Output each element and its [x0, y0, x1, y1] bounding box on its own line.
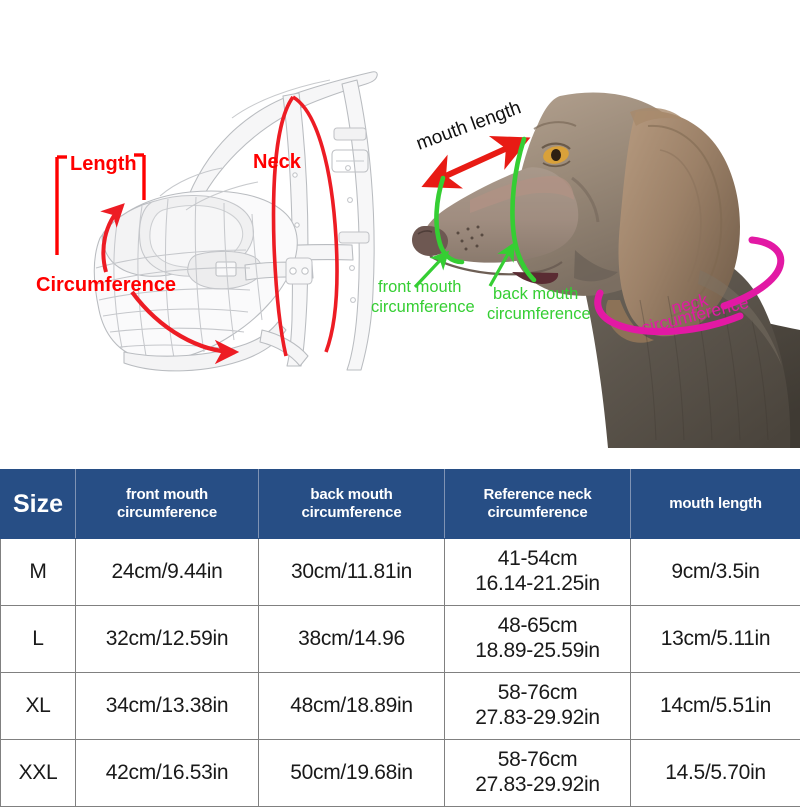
size-table-container: Size front mouth circumference back mout… [0, 469, 800, 807]
cell-size: XL [1, 673, 76, 740]
cell-line1: 48-65cm [448, 614, 627, 639]
cell-reference-neck: 58-76cm 27.83-29.92in [445, 673, 631, 740]
table-header-row: Size front mouth circumference back mout… [1, 470, 800, 539]
column-header-mouth-length: mouth length [631, 470, 800, 539]
cell-mouth-length: 14cm/5.51in [631, 673, 800, 740]
column-header-line1: back mouth [310, 486, 392, 503]
dog-photo [412, 93, 800, 448]
cell-line2: 18.89-25.59in [448, 639, 627, 664]
cell-front-mouth: 34cm/13.38in [76, 673, 259, 740]
label-back-mouth-line2: circumference [487, 305, 591, 323]
cell-line2: 27.83-29.92in [448, 706, 627, 731]
table-row: L 32cm/12.59in 38cm/14.96 48-65cm 18.89-… [1, 606, 800, 673]
column-header-line1: Reference neck [483, 486, 591, 503]
muzzle-illustration: Length Circumference Neck [36, 72, 377, 371]
cell-back-mouth: 38cm/14.96 [259, 606, 445, 673]
cell-back-mouth: 50cm/19.68in [259, 740, 445, 807]
cell-size: XXL [1, 740, 76, 807]
cell-line1: 58-76cm [448, 681, 627, 706]
cell-mouth-length: 9cm/3.5in [631, 539, 800, 606]
label-neck: Neck [253, 151, 302, 173]
label-circumference: Circumference [36, 274, 176, 296]
label-front-mouth-line1: front mouth [378, 278, 461, 296]
cell-mouth-length: 14.5/5.70in [631, 740, 800, 807]
column-header-line2: circumference [488, 504, 588, 521]
cell-reference-neck: 41-54cm 16.14-21.25in [445, 539, 631, 606]
cell-front-mouth: 42cm/16.53in [76, 740, 259, 807]
column-header-line2: circumference [117, 504, 217, 521]
column-header-front-mouth-circumference: front mouth circumference [76, 470, 259, 539]
cell-line1: 41-54cm [448, 547, 627, 572]
label-back-mouth-line1: back mouth [493, 285, 578, 303]
cell-size: L [1, 606, 76, 673]
cell-front-mouth: 32cm/12.59in [76, 606, 259, 673]
size-table: Size front mouth circumference back mout… [0, 469, 800, 807]
cell-line2: 16.14-21.25in [448, 572, 627, 597]
label-length: Length [70, 153, 137, 175]
illustrations-svg: Length Circumference Neck [0, 0, 800, 455]
cell-front-mouth: 24cm/9.44in [76, 539, 259, 606]
cell-back-mouth: 48cm/18.89in [259, 673, 445, 740]
cell-back-mouth: 30cm/11.81in [259, 539, 445, 606]
table-row: XXL 42cm/16.53in 50cm/19.68in 58-76cm 27… [1, 740, 800, 807]
column-header-size: Size [1, 470, 76, 539]
cell-reference-neck: 58-76cm 27.83-29.92in [445, 740, 631, 807]
table-row: M 24cm/9.44in 30cm/11.81in 41-54cm 16.14… [1, 539, 800, 606]
column-header-line2: circumference [302, 504, 402, 521]
cell-size: M [1, 539, 76, 606]
table-row: XL 34cm/13.38in 48cm/18.89in 58-76cm 27.… [1, 673, 800, 740]
label-front-mouth-line2: circumference [371, 298, 475, 316]
column-header-back-mouth-circumference: back mouth circumference [259, 470, 445, 539]
illustration-area: Length Circumference Neck [0, 0, 800, 455]
cell-mouth-length: 13cm/5.11in [631, 606, 800, 673]
column-header-reference-neck-circumference: Reference neck circumference [445, 470, 631, 539]
cell-line1: 58-76cm [448, 748, 627, 773]
column-header-line1: front mouth [126, 486, 208, 503]
cell-line2: 27.83-29.92in [448, 773, 627, 798]
cell-reference-neck: 48-65cm 18.89-25.59in [445, 606, 631, 673]
